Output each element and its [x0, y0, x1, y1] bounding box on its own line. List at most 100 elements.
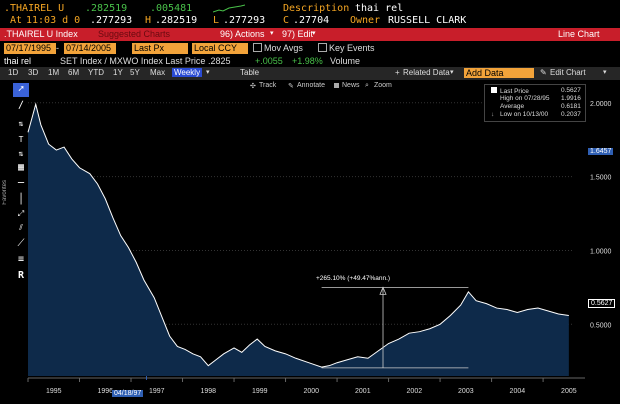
chart-type-label[interactable]: Line Chart — [558, 29, 600, 39]
tab-5y[interactable]: 5Y — [130, 68, 140, 77]
start-date-field[interactable]: 07/17/1995 — [4, 43, 56, 54]
x-tick-label: 2002 — [407, 388, 423, 395]
r-tool-icon[interactable]: R — [17, 270, 25, 281]
tab-1d[interactable]: 1D — [8, 68, 19, 77]
header-row-2: At 11:03 d 0 .277293 H .282519 L .277293… — [0, 15, 620, 26]
measure-tool-icon[interactable]: ≡ — [17, 254, 25, 265]
related-data-button[interactable]: Related Data — [403, 68, 450, 77]
x-tick-label: 1995 — [46, 388, 62, 395]
function-bar: .THAIREL U Index Suggested Charts 96) Ac… — [0, 28, 620, 41]
measure-label: +265.10% (+49.47%ann.) — [316, 275, 391, 282]
track-tool[interactable]: Track — [259, 82, 277, 89]
legend-high: High on 07/28/95 1.9916 — [491, 95, 581, 102]
trend-tool-icon[interactable]: ⇅ — [18, 119, 24, 128]
x-tick-label: 1999 — [252, 388, 268, 395]
edit-chevron-icon: ▾ — [312, 30, 316, 37]
legend-low-label: Low on 10/13/00 — [500, 111, 549, 118]
high-value: .282519 — [155, 15, 198, 26]
x-tick-label: 2000 — [304, 388, 320, 395]
key-events-label: Key Events — [329, 43, 375, 53]
series-line — [27, 102, 569, 368]
x-tick-label: 1997 — [149, 388, 165, 395]
ticker: .THAIREL U — [4, 3, 65, 14]
legend-last-swatch — [491, 87, 497, 93]
track-icon: ✣ — [250, 83, 256, 90]
tab-ytd[interactable]: YTD — [88, 68, 104, 77]
chart-svg[interactable]: 1995 1996 1997 1998 1999 2000 2001 2002 2003 2004… — [0, 80, 620, 404]
last-value: .282519 — [85, 3, 128, 14]
crosshair-price-box: 1.6457 — [588, 148, 614, 155]
x-tick-label: 2004 — [510, 388, 526, 395]
end-date-field[interactable]: 07/14/2005 — [64, 43, 116, 54]
grid-tool-icon[interactable]: ▦ — [17, 162, 25, 173]
info-bar: thai rel SET Index / MXWO Index Last Pri… — [0, 56, 620, 66]
add-data-input[interactable]: Add Data — [464, 68, 534, 78]
favorites-label[interactable]: Favorites — [2, 180, 8, 205]
open-value: .277293 — [90, 15, 133, 26]
edit-menu[interactable]: 97) Edit — [282, 29, 314, 39]
price-field-select[interactable]: Last Px — [132, 43, 188, 54]
annotate-tool[interactable]: Annotate — [297, 82, 326, 89]
legend-last-label: Last Price — [500, 88, 529, 95]
legend-low-arrow-icon: ↓ — [491, 111, 495, 118]
arrow-tool-icon[interactable]: ⤢ — [17, 209, 25, 218]
actions-menu[interactable]: 96) Actions — [220, 29, 265, 39]
fib-tool-icon[interactable]: ⇅ — [18, 149, 24, 158]
measure-annotation — [145, 286, 469, 380]
tab-weekly[interactable]: Weekly — [172, 68, 203, 77]
x-tick-label: 2003 — [458, 388, 474, 395]
vline-tool-icon[interactable]: │ — [17, 194, 25, 205]
suggested-charts-button[interactable]: Suggested Charts — [98, 29, 171, 39]
edit-chart-button[interactable]: Edit Chart — [550, 68, 586, 77]
legend-avg-value: 0.6181 — [561, 103, 581, 110]
currency-select[interactable]: Local CCY — [192, 43, 248, 54]
legend-low-value: 0.2037 — [561, 111, 581, 118]
actions-chevron-icon: ▾ — [270, 30, 274, 37]
x-tick-label: 2001 — [355, 388, 371, 395]
tab-1y[interactable]: 1Y — [113, 68, 123, 77]
key-events-checkbox[interactable] — [318, 43, 327, 52]
series-price: .2825 — [208, 56, 231, 66]
legend-last-value: 0.5627 — [561, 87, 581, 94]
zoom-tool[interactable]: Zoom — [374, 82, 392, 89]
low-value: .277293 — [223, 15, 266, 26]
news-icon — [334, 83, 339, 88]
crosshair-date-label: 04/18/97 — [112, 390, 144, 397]
x-tick-label: 1998 — [200, 388, 216, 395]
tab-max[interactable]: Max — [150, 68, 166, 77]
high-label: H — [145, 15, 152, 26]
channel-tool-icon[interactable]: ⫽ — [19, 223, 23, 232]
security-name[interactable]: .THAIREL U Index — [4, 29, 78, 39]
tab-1m[interactable]: 1M — [48, 68, 60, 77]
related-chevron-icon: ▾ — [450, 69, 454, 76]
mov-avgs-checkbox[interactable] — [253, 43, 262, 52]
annotate-icon: ✎ — [288, 83, 294, 90]
x-axis: 1995 1996 1997 1998 1999 2000 2001 2002 2003 2004… — [27, 378, 577, 395]
tab-table[interactable]: Table — [240, 68, 260, 77]
x-tick-label: 1996 — [97, 388, 113, 395]
line-tool-icon[interactable]: ∕ — [17, 100, 25, 111]
news-tool[interactable]: News — [342, 82, 360, 89]
close-value: .27704 — [293, 15, 330, 26]
text-tool-icon[interactable]: T — [18, 135, 24, 144]
tab-6m[interactable]: 6M — [68, 68, 80, 77]
y-tick-label: 1.5000 — [590, 175, 612, 182]
legend-avg-label: Average — [500, 103, 525, 110]
x-tick-label: 2005 — [561, 388, 577, 395]
mov-avgs-label: Mov Avgs — [264, 43, 303, 53]
pointer-icon[interactable]: ➚ — [13, 83, 29, 97]
sparkline-icon — [213, 4, 245, 13]
low-label: L — [213, 15, 220, 26]
diagonal-tool-icon[interactable]: ⟋ — [17, 238, 25, 249]
legend-average: Average 0.6181 — [491, 103, 581, 110]
y-axis: 0.5000 1.0000 1.5000 2.0000 — [590, 101, 612, 330]
description-label: Description — [283, 3, 350, 14]
series-pct: +1.98% — [292, 56, 323, 66]
pencil-icon: ✎ — [540, 68, 547, 77]
series-description: SET Index / MXWO Index Last Price — [60, 56, 206, 66]
hline-tool-icon[interactable]: ─ — [17, 178, 25, 189]
owner-value: RUSSELL CLARK — [388, 15, 467, 26]
tab-3d[interactable]: 3D — [28, 68, 39, 77]
time-value: 11:03 d 0 — [26, 15, 81, 26]
zoom-icon: ⌕ — [365, 82, 369, 89]
